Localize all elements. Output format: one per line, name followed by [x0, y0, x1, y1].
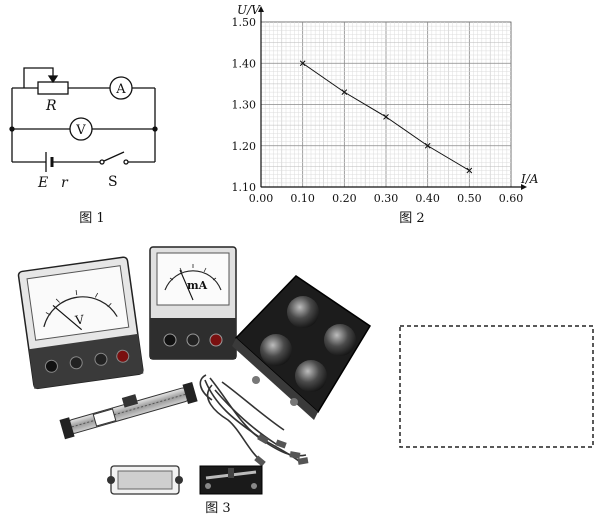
answer-box	[399, 325, 594, 448]
figure1-caption: 图 1	[79, 211, 104, 226]
x-tick-label: 0.50	[457, 192, 482, 205]
ui-chart: 0.00 0.10 0.20 0.30 0.40 0.50 0.60 1.10 1.20 1.30…	[232, 3, 539, 205]
ammeter-label: A	[115, 82, 126, 97]
y-axis-label: U/V	[237, 3, 261, 17]
y-tick-label: 1.30	[232, 99, 257, 112]
connecting-wires	[199, 374, 307, 463]
knob	[295, 360, 327, 392]
figure3-caption: 图 3	[205, 501, 230, 516]
figure2-caption: 图 2	[399, 211, 424, 226]
y-tick-label: 1.40	[232, 57, 257, 70]
data-point-marker	[299, 60, 306, 67]
switch-blade	[103, 151, 125, 162]
switch-pivot	[99, 159, 105, 165]
x-tick-label: 0.20	[332, 192, 357, 205]
voltmeter-device: V	[17, 256, 144, 390]
y-axis-arrow	[258, 6, 264, 12]
rheostat-slider-arrow	[47, 75, 59, 84]
knob	[260, 334, 292, 366]
data-point-marker	[341, 89, 348, 95]
knob	[324, 324, 356, 356]
switch-contact	[123, 159, 129, 165]
slide-rheostat	[59, 382, 198, 440]
emf-label: E	[37, 175, 48, 191]
circuit-node-right	[152, 126, 158, 132]
milliammeter-dial-label: mA	[187, 279, 208, 292]
chart-grid	[260, 21, 512, 188]
voltmeter-dial-label: V	[73, 312, 85, 327]
x-tick-label: 0.10	[290, 192, 315, 205]
x-tick-label: 0.00	[249, 192, 274, 205]
resistor-label: R	[45, 98, 57, 114]
rheostat	[37, 81, 69, 95]
x-axis-arrow	[521, 184, 527, 190]
x-tick-label: 0.30	[374, 192, 399, 205]
ammeter-symbol	[109, 76, 133, 100]
knife-switch	[199, 465, 263, 495]
apparatus-photo: V mA	[17, 246, 372, 495]
voltmeter-label: V	[75, 123, 86, 138]
circuit-node-left	[9, 126, 15, 132]
data-point-marker	[424, 142, 431, 149]
switch-label: S	[108, 174, 118, 190]
x-tick-label: 0.40	[415, 192, 440, 205]
voltmeter-symbol	[69, 117, 93, 141]
battery-holder	[107, 465, 183, 495]
milliammeter-device: mA	[149, 246, 237, 360]
circuit-diagram	[9, 67, 158, 172]
chart-axes	[258, 6, 527, 190]
x-tick-label: 0.60	[499, 192, 524, 205]
y-tick-label: 1.10	[232, 181, 257, 194]
chart-series	[299, 60, 473, 174]
y-tick-label: 1.50	[232, 16, 257, 29]
data-point-marker	[466, 167, 473, 174]
chart-tick-labels: 0.00 0.10 0.20 0.30 0.40 0.50 0.60 1.10 1.20 1.30…	[232, 16, 524, 205]
data-point-marker	[383, 114, 389, 120]
resistance-box	[232, 275, 372, 420]
internal-resistance-label: r	[61, 175, 69, 191]
knob	[287, 296, 319, 328]
alligator-clips	[254, 433, 309, 467]
rheostat-slider-wire	[23, 67, 54, 88]
x-axis-label: I/A	[520, 172, 539, 186]
y-tick-label: 1.20	[232, 140, 257, 153]
